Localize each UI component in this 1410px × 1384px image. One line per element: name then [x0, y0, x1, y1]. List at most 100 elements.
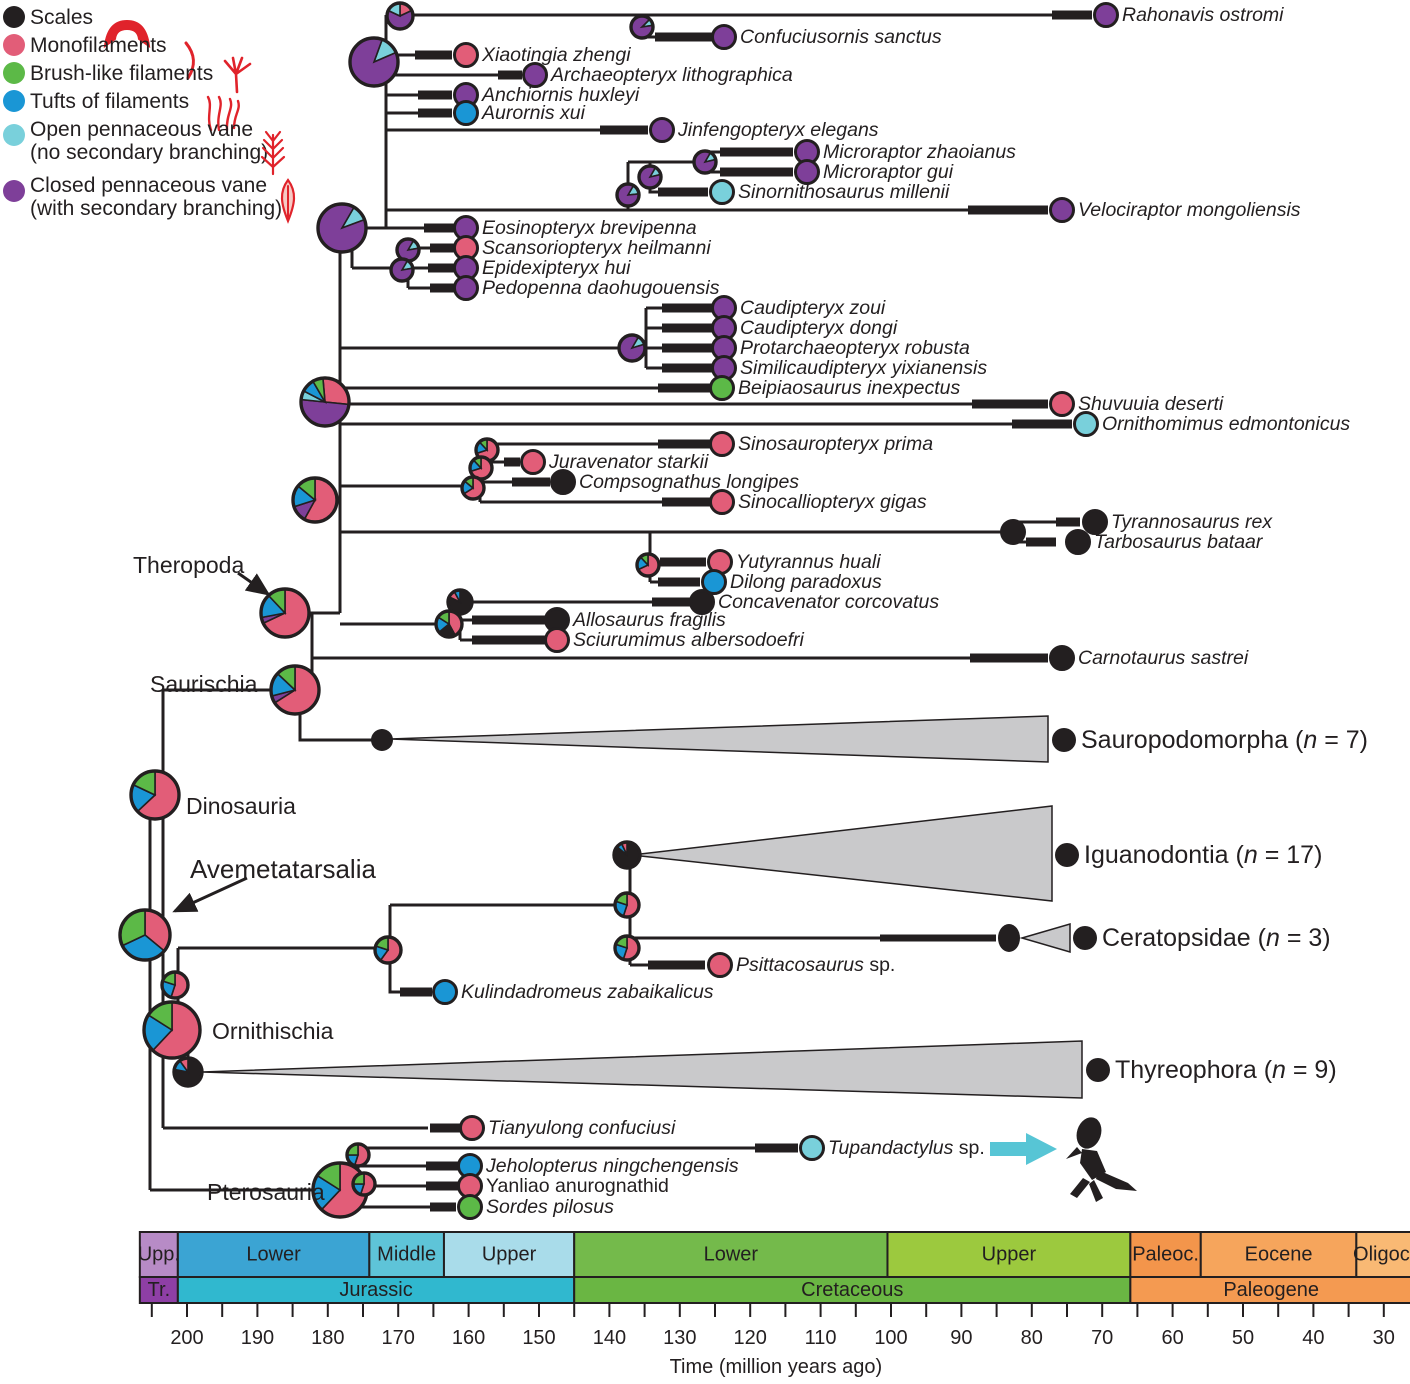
- range-bar: [720, 167, 793, 177]
- taxon-label-epidexipteryx-hui: Epidexipteryx hui: [482, 257, 631, 279]
- legend-label: (no secondary branching): [30, 141, 268, 164]
- tip-circle-sinocalliopteryx-gigas: [709, 489, 735, 515]
- clade-node-circle: [1086, 1058, 1110, 1082]
- label-run: Microraptor zhaoianus: [823, 141, 1016, 163]
- label-run: Scales: [30, 6, 93, 29]
- axis-tick-label: 100: [874, 1327, 907, 1349]
- label-run: Anchiornis huxleyi: [481, 84, 640, 106]
- pie-outline: [259, 587, 311, 639]
- label-run: Velociraptor mongoliensis: [1078, 199, 1301, 221]
- pie-node: [348, 36, 400, 88]
- label-run: Pterosauria: [207, 1179, 325, 1205]
- range-bar: [504, 457, 520, 467]
- pie-outline: [613, 891, 641, 919]
- taxon-label-archaeopteryx-lithographica: Archaeopteryx lithographica: [550, 64, 793, 86]
- epoch-label: Upp.: [138, 1244, 180, 1266]
- label-run: Ornithomimus edmontonicus: [1102, 413, 1350, 435]
- clade-node-circle: [1052, 728, 1076, 752]
- pie-node: [160, 970, 190, 1000]
- taxon-label-caudipteryx-zoui: Caudipteryx zoui: [740, 297, 886, 319]
- clade-count-label: Thyreophora (n = 9): [1115, 1056, 1337, 1084]
- pie-node: [316, 202, 368, 254]
- taxon-label-rahonavis-ostromi: Rahonavis ostromi: [1122, 4, 1284, 26]
- silhouette-head: [1076, 1117, 1102, 1149]
- taxon-label-psittacosaurus: Psittacosaurus sp.: [736, 954, 895, 976]
- clade-label-ornithischia: Ornithischia: [212, 1018, 334, 1044]
- label-run: Aurornis xui: [481, 102, 586, 124]
- silhouette-tail: [1089, 1180, 1103, 1202]
- pie-outline: [446, 588, 474, 616]
- label-run: = 3): [1280, 924, 1331, 952]
- clade-arrow: [237, 571, 271, 596]
- range-bar: [430, 243, 455, 253]
- label-run: Yutyrannus huali: [736, 551, 881, 573]
- taxon-label-sinosauropteryx-prima: Sinosauropteryx prima: [738, 433, 933, 455]
- range-bar: [658, 577, 700, 587]
- pie-outline: [351, 1171, 377, 1197]
- pie-node: [446, 588, 474, 616]
- range-bar: [662, 363, 714, 373]
- taxon-label-tyrannosaurus-rex: Tyrannosaurus rex: [1111, 511, 1273, 533]
- taxon-label-caudipteryx-dongi: Caudipteryx dongi: [740, 317, 898, 339]
- label-run: Tianyulong confuciusi: [488, 1117, 676, 1139]
- axis-tick-label: 110: [805, 1327, 837, 1349]
- range-bar: [426, 1161, 458, 1171]
- legend-swatch-blue: [3, 90, 25, 112]
- pie-node: [385, 1, 415, 31]
- label-run: = 9): [1286, 1056, 1337, 1084]
- legend-swatch-purple: [3, 180, 25, 202]
- pie-node: [142, 1000, 202, 1060]
- range-bar: [658, 383, 710, 393]
- pie-node: [629, 14, 655, 40]
- tip-circle-carnotaurus-sastrei: [1049, 645, 1075, 671]
- tip-circle-concavenator-corcovatus: [689, 589, 715, 615]
- epoch-label: Lower: [246, 1244, 301, 1266]
- label-run: n: [1244, 841, 1258, 869]
- pie-outline: [129, 769, 181, 821]
- pie-slice-purple: [300, 398, 350, 427]
- range-bar: [658, 439, 710, 449]
- legend-label: Tufts of filaments: [30, 90, 189, 113]
- tip-circle-beipiaosaurus-inexpectus: [709, 375, 735, 401]
- label-run: Saurischia: [150, 671, 258, 697]
- tip-circle-confuciusornis-sanctus: [711, 24, 737, 50]
- pie-outline: [637, 164, 663, 190]
- silhouette-beak: [1066, 1147, 1082, 1159]
- label-run: 30: [1373, 1327, 1395, 1349]
- axis-tick-label: 180: [311, 1327, 344, 1349]
- axis-title: Time (million years ago): [670, 1356, 883, 1378]
- pie-node: [299, 376, 351, 428]
- taxon-label-similicaudipteryx-yixianensis: Similicaudipteryx yixianensis: [740, 357, 987, 379]
- clade-node-circle: [1055, 843, 1079, 867]
- label-run: Dinosauria: [186, 793, 296, 819]
- label-run: Yanliao anurognathid: [486, 1175, 669, 1197]
- pie-outline: [613, 934, 641, 962]
- axis-tick-label: 150: [522, 1327, 555, 1349]
- tip-circle-sordes-pilosus: [457, 1194, 483, 1220]
- internal-node: [998, 924, 1020, 952]
- legend-label: Closed pennaceous vane: [30, 174, 267, 197]
- tip-circle-dilong-paradoxus: [701, 569, 727, 595]
- monofilament-icon: [184, 41, 195, 80]
- range-bar: [430, 1123, 462, 1133]
- tip-circle-sinosauropteryx-prima: [709, 431, 735, 457]
- pie-outline: [142, 1000, 202, 1060]
- range-bar: [970, 653, 1048, 663]
- tip-circle-tarbosaurus-bataar: [1065, 529, 1091, 555]
- range-bar: [972, 399, 1048, 409]
- axis-tick-label: 80: [1021, 1327, 1043, 1349]
- label-run: Lower: [704, 1244, 759, 1266]
- label-run: 70: [1091, 1327, 1113, 1349]
- tupandactylus-arrow-icon: [990, 1133, 1057, 1165]
- taxon-label-jeholopterus-ningchengensis: Jeholopterus ningchengensis: [485, 1155, 739, 1177]
- range-bar: [662, 303, 714, 313]
- range-bar: [662, 323, 714, 333]
- range-bar: [662, 497, 710, 507]
- taxon-label-compsognathus-longipes: Compsognathus longipes: [579, 471, 799, 493]
- label-run: (with secondary branching): [30, 197, 282, 220]
- label-run: sp.: [953, 1137, 984, 1159]
- label-run: Jurassic: [339, 1279, 412, 1301]
- label-run: 130: [663, 1327, 696, 1349]
- label-run: 80: [1021, 1327, 1043, 1349]
- label-run: Pedopenna daohugouensis: [482, 277, 720, 299]
